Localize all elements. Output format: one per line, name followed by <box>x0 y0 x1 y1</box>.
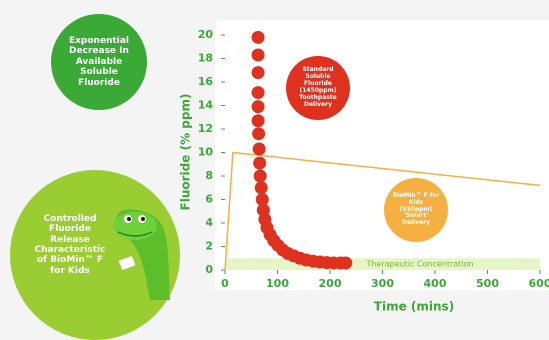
y-tick-label: 18 <box>198 52 213 65</box>
y-axis-label: Fluoride (% ppm) <box>179 94 193 211</box>
y-tick-label: 4 <box>205 216 213 229</box>
x-tick-label: 100 <box>266 277 289 290</box>
page: {"chart_data": { "type": "scatter", "xla… <box>10 14 549 340</box>
y-tick-label: 20 <box>198 28 214 41</box>
y-tick-label: 6 <box>205 193 213 206</box>
x-tick-label: 200 <box>319 277 342 290</box>
x-tick-label: 500 <box>476 277 499 290</box>
data-point <box>339 256 353 270</box>
data-point <box>255 193 269 206</box>
plot-background <box>215 20 549 290</box>
band-label: Therapeutic Concentration <box>365 260 473 269</box>
annotation-bubble: Exponential Decrease In Available Solubl… <box>51 14 147 110</box>
x-tick-label: 400 <box>424 277 447 290</box>
data-point <box>253 169 267 183</box>
legend-bubble: BioMin™ F for Kids (530ppm) 'Smart' Deli… <box>384 178 448 242</box>
data-point <box>251 114 265 128</box>
y-tick-label: 2 <box>205 240 213 253</box>
data-point <box>251 100 265 114</box>
annotation-bubble: Controlled Fluoride Release Characterist… <box>10 170 180 340</box>
therapeutic-band <box>225 258 540 270</box>
x-tick-label: 600 <box>529 277 549 290</box>
legend-bubble: Standard Soluble Fluoride (1450ppm) Toot… <box>286 56 350 120</box>
y-tick-label: 8 <box>205 169 213 182</box>
y-tick-label: 16 <box>198 75 214 88</box>
data-point <box>251 48 265 62</box>
y-tick-label: 12 <box>198 122 213 135</box>
data-point <box>253 156 267 170</box>
data-line <box>224 151 541 271</box>
y-tick-label: 10 <box>198 146 214 159</box>
data-point <box>251 66 265 80</box>
chart: Fluoride (% ppm) Time (mins) Therapeutic… <box>179 20 549 314</box>
data-point <box>252 127 266 141</box>
x-tick-label: 300 <box>371 277 394 290</box>
x-tick-label: 0 <box>221 277 229 290</box>
y-tick-label: 14 <box>198 99 214 112</box>
data-point <box>251 86 265 100</box>
data-point <box>252 142 266 156</box>
data-point <box>251 30 265 44</box>
data-point <box>254 181 268 195</box>
y-tick-label: 0 <box>205 263 213 276</box>
x-axis-label: Time (mins) <box>374 300 454 314</box>
